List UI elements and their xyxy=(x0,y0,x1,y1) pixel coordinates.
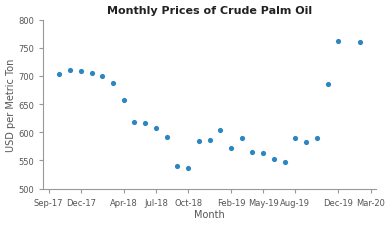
Point xyxy=(357,41,363,45)
Point xyxy=(282,160,288,164)
Point xyxy=(314,137,320,140)
Point xyxy=(292,137,299,140)
Point xyxy=(325,83,331,87)
Point xyxy=(249,151,256,154)
Point xyxy=(217,129,223,132)
Y-axis label: USD per Metric Ton: USD per Metric Ton xyxy=(5,58,16,151)
Point xyxy=(78,70,84,74)
Point xyxy=(303,141,309,145)
Point xyxy=(174,164,181,168)
Point xyxy=(206,138,213,142)
Point xyxy=(271,158,277,161)
Point xyxy=(56,73,63,77)
Point xyxy=(196,139,202,143)
Title: Monthly Prices of Crude Palm Oil: Monthly Prices of Crude Palm Oil xyxy=(107,6,312,16)
Point xyxy=(120,99,127,102)
Point xyxy=(142,121,148,125)
Point xyxy=(88,72,95,76)
Point xyxy=(110,81,116,85)
Point xyxy=(153,127,159,130)
Point xyxy=(131,121,138,124)
Point xyxy=(163,135,170,139)
Point xyxy=(239,137,245,140)
X-axis label: Month: Month xyxy=(194,209,225,219)
Point xyxy=(260,152,266,155)
Point xyxy=(99,75,106,78)
Point xyxy=(228,146,234,150)
Point xyxy=(185,166,191,170)
Point xyxy=(335,40,341,44)
Point xyxy=(67,69,73,73)
